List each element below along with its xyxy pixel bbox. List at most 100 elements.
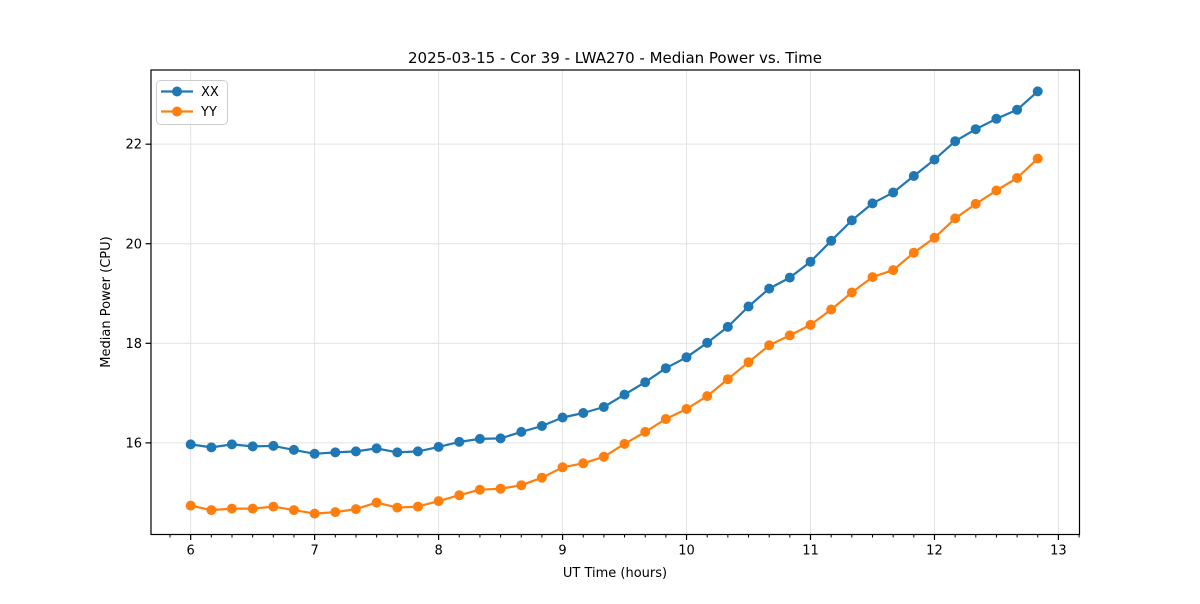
data-point-yy [330, 507, 341, 518]
data-point-yy [1012, 173, 1023, 183]
data-point-xx [309, 448, 320, 459]
data-point-yy [950, 213, 961, 224]
data-point-yy [268, 501, 279, 512]
data-point-xx [991, 113, 1002, 124]
data-point-xx [722, 321, 733, 332]
data-point-yy [619, 438, 630, 449]
y-tick-label: 20 [125, 237, 142, 252]
data-point-xx [888, 187, 899, 198]
data-point-yy [598, 451, 609, 462]
data-point-yy [350, 504, 361, 515]
data-point-yy [640, 426, 651, 437]
data-point-xx [619, 389, 630, 400]
x-tick-label: 10 [678, 544, 695, 559]
x-tick-label: 9 [558, 544, 566, 559]
data-point-xx [640, 377, 651, 388]
y-axis-label: Median Power (CPU) [99, 236, 114, 367]
data-point-yy [826, 304, 837, 315]
data-point-xx [950, 136, 961, 147]
data-point-yy [867, 272, 878, 283]
series-line-xx [190, 90, 1039, 455]
data-point-yy [888, 265, 899, 276]
x-axis-label: UT Time (hours) [563, 566, 667, 581]
data-point-yy [681, 404, 692, 414]
series-line-yy [190, 157, 1039, 515]
data-point-xx [350, 446, 361, 457]
data-point-xx [743, 301, 754, 312]
data-point-xx [433, 441, 444, 452]
data-point-xx [826, 235, 837, 246]
data-point-xx [660, 363, 671, 374]
legend-label-yy: YY [200, 105, 217, 120]
x-tick-label: 13 [1050, 544, 1067, 559]
legend-label-xx: XX [201, 85, 219, 100]
data-point-xx [206, 442, 217, 453]
data-point-xx [681, 352, 692, 363]
y-tick-label: 16 [125, 436, 142, 451]
data-point-yy [495, 483, 506, 494]
data-point-xx [805, 256, 816, 267]
x-tick-label: 7 [310, 544, 318, 559]
tick-labels: 6 7 8 9 10 11 12 13 16 18 20 22 [125, 138, 1066, 559]
x-tick-label: 12 [926, 544, 943, 559]
data-point-yy [764, 340, 775, 351]
data-point-yy [578, 458, 589, 469]
legend-marker [172, 86, 182, 97]
legend: XX YY [156, 80, 228, 125]
chart-title: 2025-03-15 - Cor 39 - LWA270 - Median Po… [408, 49, 822, 67]
data-point-xx [764, 283, 775, 294]
data-point-xx [412, 446, 423, 457]
data-point-yy [557, 462, 568, 473]
data-point-yy [516, 480, 527, 491]
data-point-xx [185, 439, 196, 450]
data-point-yy [371, 497, 382, 508]
data-point-xx [1032, 86, 1043, 97]
data-point-yy [722, 374, 733, 385]
data-point-xx [598, 402, 609, 412]
data-point-xx [578, 408, 589, 418]
data-point-yy [247, 503, 258, 514]
data-point-xx [516, 426, 527, 437]
data-point-yy [185, 500, 196, 511]
x-tick-label: 8 [434, 544, 442, 559]
data-point-yy [309, 508, 320, 519]
data-point-yy [929, 232, 940, 243]
data-series [185, 86, 1043, 519]
data-point-yy [805, 319, 816, 330]
data-point-xx [288, 444, 299, 455]
data-point-xx [392, 447, 403, 458]
data-point-yy [660, 414, 671, 424]
data-point-yy [433, 496, 444, 507]
data-point-xx [536, 421, 547, 431]
data-point-yy [970, 198, 981, 209]
data-point-xx [867, 198, 878, 209]
data-point-yy [536, 472, 547, 483]
data-point-xx [474, 433, 485, 444]
data-point-yy [702, 391, 713, 402]
y-tick-label: 18 [125, 337, 142, 352]
data-point-xx [495, 433, 506, 444]
data-point-xx [226, 439, 237, 450]
data-point-xx [702, 337, 713, 348]
data-point-xx [454, 436, 465, 447]
data-point-yy [454, 490, 465, 501]
data-point-xx [557, 412, 568, 423]
data-point-yy [846, 287, 857, 298]
data-point-xx [330, 447, 341, 458]
data-point-yy [908, 247, 919, 258]
data-point-xx [846, 215, 857, 226]
x-tick-label: 11 [802, 544, 819, 559]
data-point-yy [1032, 153, 1043, 164]
data-point-xx [371, 443, 382, 454]
plot-border [150, 69, 1081, 536]
y-tick-label: 22 [125, 138, 142, 153]
data-point-xx [929, 154, 940, 165]
data-point-xx [268, 440, 279, 451]
data-point-xx [247, 441, 258, 452]
data-point-yy [392, 502, 403, 513]
data-point-xx [1012, 104, 1023, 115]
gridlines [151, 70, 1080, 535]
data-point-xx [784, 272, 795, 283]
data-point-xx [970, 124, 981, 135]
